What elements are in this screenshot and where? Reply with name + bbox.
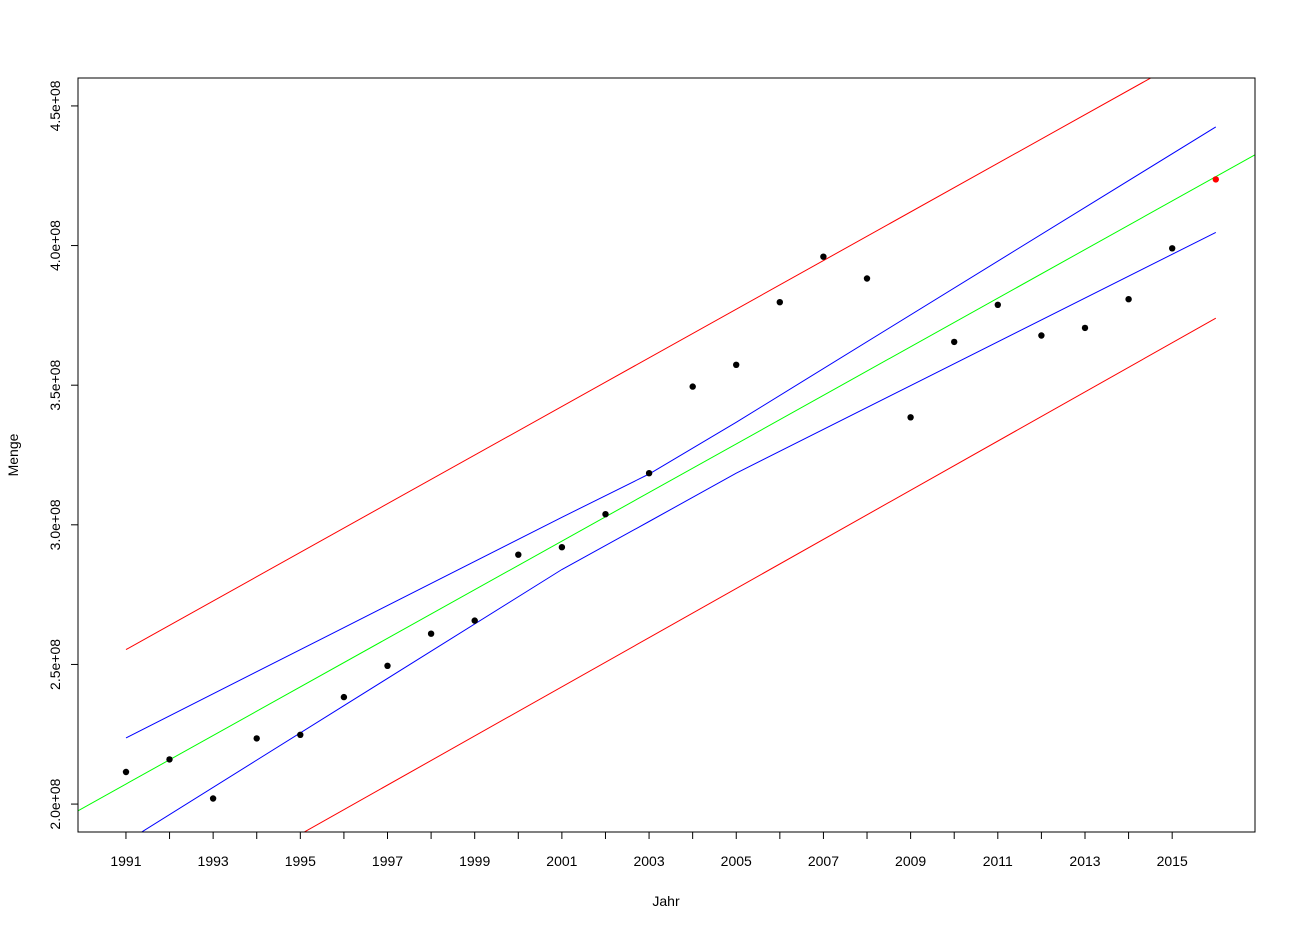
data-point bbox=[907, 414, 914, 421]
x-axis: 1991 1993 1995 1997 1999 2001 2003 2005 2007 2009… bbox=[110, 831, 1188, 869]
confidence-band-lower-line bbox=[140, 231, 1217, 832]
confidence-band-upper-line bbox=[125, 126, 1217, 739]
y-tick-label: 3.0e+08 bbox=[47, 499, 63, 550]
data-point bbox=[122, 768, 130, 776]
data-point bbox=[471, 617, 478, 624]
y-tick-label: 4.5e+08 bbox=[47, 80, 63, 131]
data-point bbox=[733, 361, 740, 368]
data-point bbox=[645, 470, 653, 477]
y-tick-label: 3.5e+08 bbox=[47, 359, 63, 410]
data-point bbox=[1125, 296, 1132, 303]
y-axis: 2.0e+08 2.5e+08 3.0e+08 3.5e+08 4.0e+08 4.5e+… bbox=[47, 80, 79, 830]
prediction-point bbox=[1212, 176, 1220, 183]
data-point bbox=[776, 299, 783, 306]
data-point bbox=[951, 338, 958, 346]
data-point bbox=[1038, 332, 1045, 339]
data-point bbox=[558, 544, 566, 551]
data-point bbox=[253, 735, 260, 742]
prediction-band-upper-line bbox=[125, 78, 1152, 651]
x-tick-label: 2009 bbox=[895, 853, 926, 869]
x-tick-label: 1995 bbox=[285, 853, 316, 869]
x-tick-label: 1993 bbox=[198, 853, 229, 869]
regression-line bbox=[78, 154, 1255, 812]
x-axis-title: Jahr bbox=[652, 893, 680, 909]
data-point bbox=[1169, 245, 1176, 252]
data-point bbox=[602, 511, 609, 518]
y-tick-label: 2.5e+08 bbox=[47, 639, 63, 690]
x-tick-label: 2001 bbox=[546, 853, 577, 869]
prediction-band-lower-line bbox=[303, 317, 1217, 832]
data-point bbox=[384, 662, 391, 669]
y-tick-label: 4.0e+08 bbox=[47, 220, 63, 271]
x-tick-label: 2013 bbox=[1069, 853, 1100, 869]
data-point bbox=[994, 301, 1001, 308]
data-point bbox=[297, 731, 304, 738]
y-axis-title: Menge bbox=[5, 433, 21, 476]
data-point bbox=[166, 756, 173, 763]
x-tick-label: 2003 bbox=[633, 853, 664, 869]
data-point bbox=[209, 795, 217, 802]
x-tick-label: 2015 bbox=[1157, 853, 1188, 869]
x-tick-label: 2005 bbox=[721, 853, 752, 869]
y-tick-label: 2.0e+08 bbox=[47, 778, 63, 829]
data-point bbox=[515, 551, 522, 558]
data-point bbox=[1081, 324, 1089, 332]
data-point bbox=[340, 693, 348, 701]
x-tick-label: 2011 bbox=[983, 853, 1013, 869]
x-tick-label: 1997 bbox=[372, 853, 403, 869]
plot-frame bbox=[77, 77, 1256, 833]
data-point bbox=[689, 383, 696, 390]
x-tick-label: 1999 bbox=[459, 853, 490, 869]
data-point bbox=[820, 253, 827, 260]
data-point bbox=[427, 630, 435, 637]
data-point bbox=[863, 275, 871, 282]
x-tick-label: 2007 bbox=[808, 853, 839, 869]
x-tick-label: 1991 bbox=[110, 853, 141, 869]
